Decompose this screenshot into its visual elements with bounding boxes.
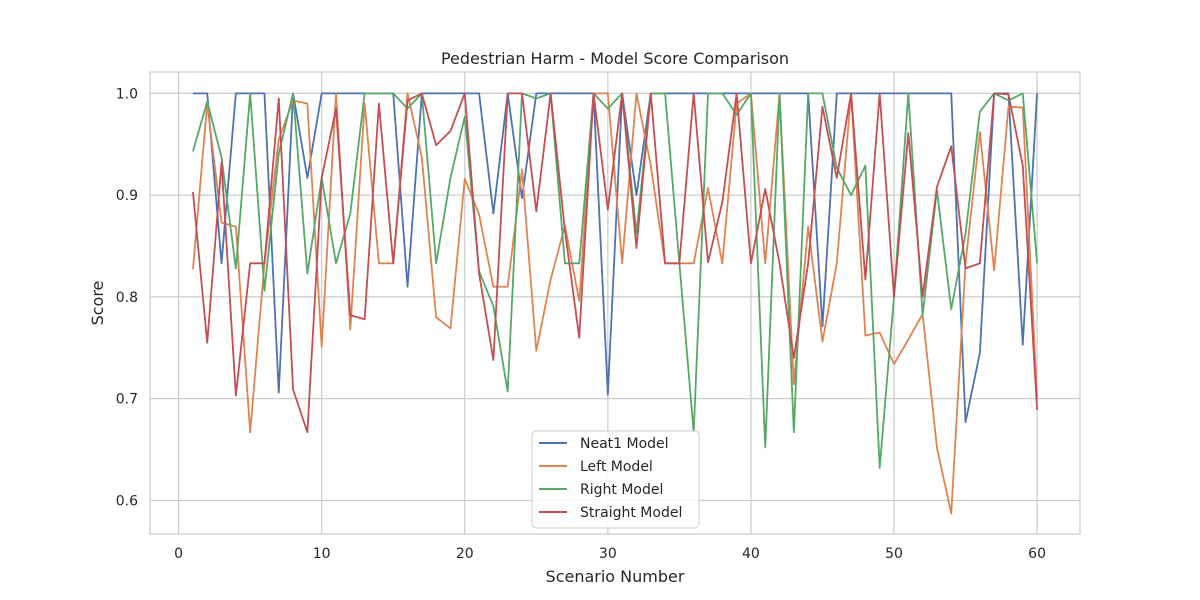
series-layer <box>192 92 1038 515</box>
legend: Neat1 Model Left Model Right Model Straight… <box>531 430 700 529</box>
series-line-straight-model <box>192 92 1038 434</box>
x-axis-label: Scenario Number <box>546 567 685 586</box>
x-tick-label: 30 <box>599 546 617 562</box>
x-tick-label: 40 <box>742 546 760 562</box>
x-tick-label: 0 <box>174 546 183 562</box>
x-tick-label: 20 <box>456 546 474 562</box>
legend-label-left-model: Left Model <box>580 459 653 475</box>
series-line-neat1-model <box>192 92 1038 423</box>
legend-label-right-model: Right Model <box>580 482 663 498</box>
y-tick-labels: 0.6 0.7 0.8 0.9 1.0 <box>116 86 138 509</box>
legend-label-straight-model: Straight Model <box>580 505 682 521</box>
y-tick-label: 1.0 <box>116 86 138 102</box>
y-tick-label: 0.8 <box>116 290 138 306</box>
legend-label-neat1-model: Neat1 Model <box>580 436 669 452</box>
plot-frame <box>149 71 1081 535</box>
x-tick-label: 50 <box>885 546 903 562</box>
x-tick-label: 10 <box>313 546 331 562</box>
series-line-left-model <box>192 92 1038 515</box>
x-tick-label: 60 <box>1028 546 1046 562</box>
x-tick-labels: 0 10 20 30 40 50 60 <box>174 546 1046 562</box>
chart-title: Pedestrian Harm - Model Score Comparison <box>441 49 789 68</box>
y-tick-label: 0.9 <box>116 188 138 204</box>
legend-box <box>531 430 700 529</box>
y-tick-label: 0.7 <box>116 392 138 408</box>
y-axis-label: Score <box>88 281 107 326</box>
y-tick-label: 0.6 <box>116 493 138 509</box>
